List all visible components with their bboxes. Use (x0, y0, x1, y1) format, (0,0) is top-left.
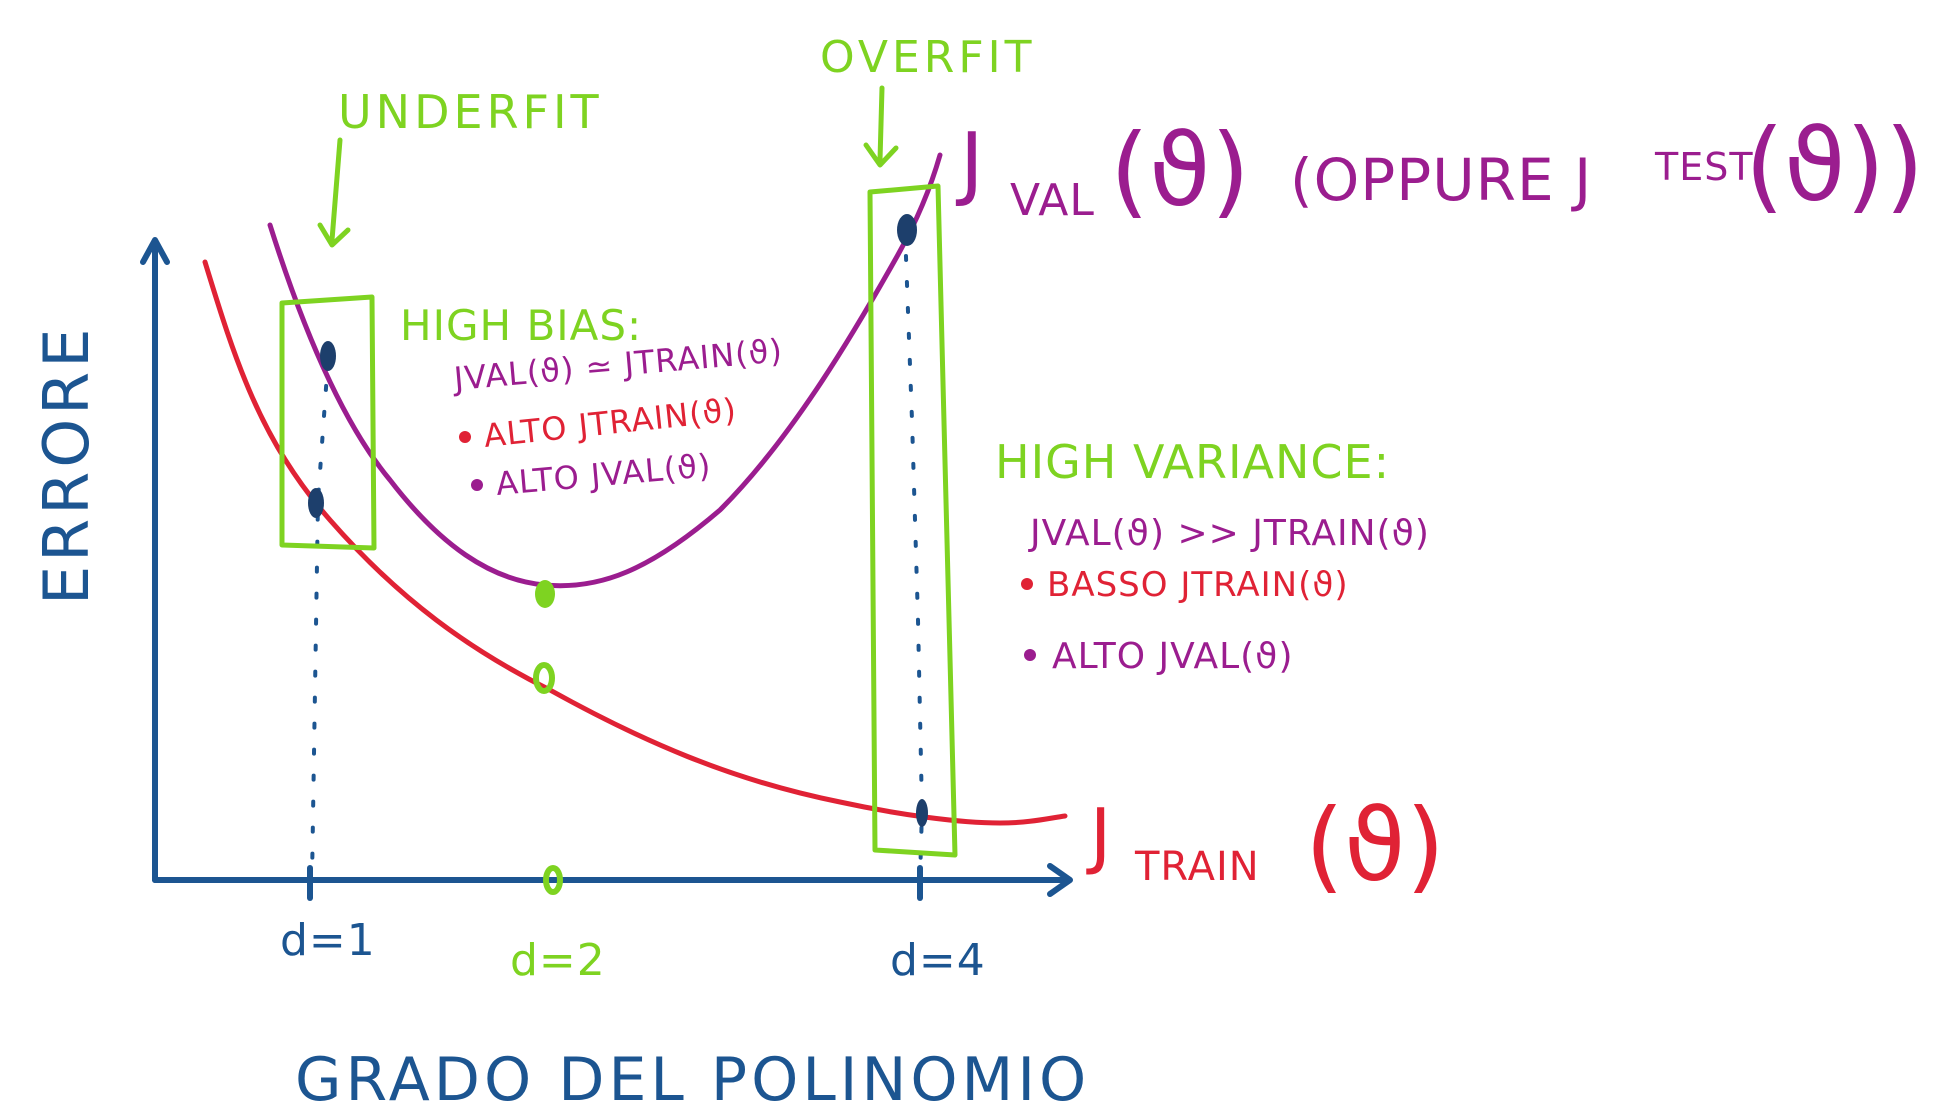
high-variance-item-2: ALTO JVAL(ϑ) (1052, 636, 1294, 677)
tick-label-d4: d=4 (890, 935, 986, 986)
jtrain-label-sub: TRAIN (1134, 844, 1260, 890)
high-variance-annotation: HIGH VARIANCE: JVAL(ϑ) >> JTRAIN(ϑ) BASS… (995, 435, 1430, 677)
marker-jval-d4 (897, 214, 917, 246)
drop-line-d4 (903, 228, 925, 882)
marker-jval-d2 (535, 580, 555, 608)
jval-curve (267, 152, 943, 589)
overfit-arrow (877, 85, 885, 163)
high-bias-annotation: HIGH BIAS: JVAL(ϑ) ≃ JTRAIN(ϑ) ALTO JTRA… (400, 301, 784, 503)
tick-d2 (543, 865, 563, 895)
high-bias-bullet-2 (471, 479, 483, 491)
high-bias-item-2: ALTO JVAL(ϑ) (494, 446, 712, 503)
drop-line-d1 (310, 358, 330, 882)
high-variance-item-1: BASSO JTRAIN(ϑ) (1047, 565, 1349, 605)
fit-annotations: UNDERFIT OVERFIT (317, 32, 1036, 248)
markers (308, 214, 928, 827)
highlight-boxes (279, 183, 958, 858)
marker-jval-d1 (320, 341, 336, 371)
jval-label-alt-arg: (ϑ)) (1745, 107, 1924, 224)
jval-label-alt-sub: TEST (1654, 145, 1754, 189)
y-axis-title: ERRORE (30, 325, 103, 605)
x-axis-arrowhead (1047, 863, 1073, 897)
marker-jtrain-d4 (916, 799, 928, 827)
overfit-label: OVERFIT (820, 32, 1036, 83)
marker-jtrain-d2 (533, 662, 555, 694)
high-bias-item-1: ALTO JTRAIN(ϑ) (482, 391, 739, 455)
marker-jtrain-d1 (308, 488, 324, 518)
underfit-box (279, 294, 377, 551)
jval-label-alt: (OPPURE J (1290, 146, 1592, 214)
high-bias-bullet-1 (459, 431, 471, 443)
y-axis-arrowhead (140, 237, 170, 265)
x-axis-title: GRADO DEL POLINOMIO (295, 1045, 1090, 1112)
underfit-label: UNDERFIT (338, 85, 603, 139)
high-variance-title: HIGH VARIANCE: (995, 435, 1390, 489)
jval-label-sub: VAL (1010, 175, 1095, 226)
jval-label-main: J (955, 116, 984, 209)
jval-label-arg: (ϑ) (1110, 112, 1250, 229)
jval-curve-label: J VAL (ϑ) (OPPURE J TEST (ϑ)) (955, 107, 1924, 229)
high-variance-relation: JVAL(ϑ) >> JTRAIN(ϑ) (1028, 513, 1430, 554)
jtrain-label-main: J (1086, 793, 1111, 877)
high-bias-title: HIGH BIAS: (400, 301, 642, 350)
jtrain-label-arg: (ϑ) (1305, 787, 1445, 904)
tick-label-d2: d=2 (510, 935, 606, 986)
underfit-arrow (329, 137, 343, 243)
axes: d=1 d=2 d=4 ERRORE GRADO DEL POLINOMIO (30, 237, 1090, 1115)
tick-label-d1: d=1 (280, 915, 376, 966)
overfit-arrowhead (863, 142, 899, 168)
drop-lines (310, 228, 925, 882)
jtrain-curve-label: J TRAIN (ϑ) (1086, 787, 1445, 904)
overfit-box (867, 183, 958, 858)
high-variance-bullet-1 (1021, 578, 1033, 590)
high-variance-bullet-2 (1024, 649, 1036, 661)
underfit-arrowhead (317, 222, 351, 248)
